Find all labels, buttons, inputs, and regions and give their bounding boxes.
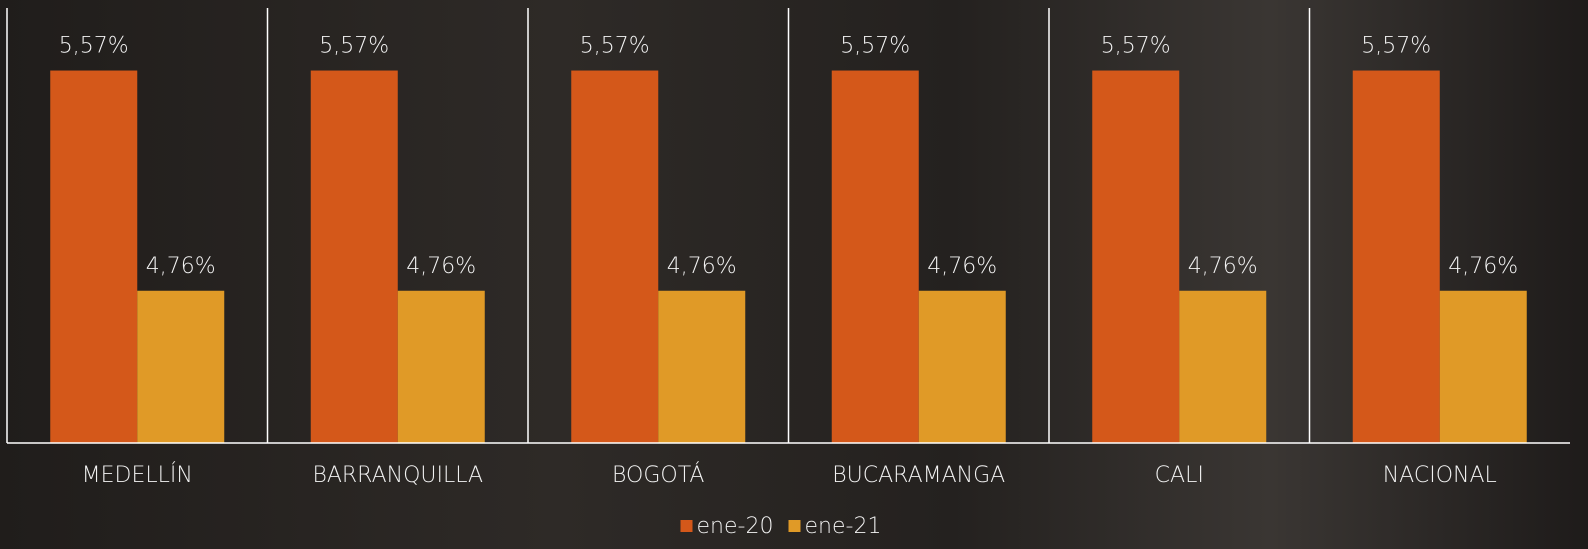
background — [0, 0, 1588, 549]
bar — [571, 71, 658, 443]
bar — [919, 291, 1006, 443]
value-label: 5,57% — [59, 34, 129, 59]
value-label: 5,57% — [1361, 34, 1431, 59]
bar — [311, 71, 398, 443]
legend-label: ene-21 — [805, 514, 882, 539]
value-label: 5,57% — [319, 34, 389, 59]
x-tick-label: BUCARAMANGA — [832, 463, 1005, 488]
bar — [1353, 71, 1440, 443]
x-tick-label: BOGOTÁ — [612, 462, 704, 488]
bar — [398, 291, 485, 443]
bar — [1440, 291, 1527, 443]
value-label: 4,76% — [667, 254, 737, 279]
value-label: 4,76% — [1188, 254, 1258, 279]
value-label: 5,57% — [1101, 34, 1171, 59]
bar — [832, 71, 919, 443]
legend-label: ene-20 — [697, 514, 774, 539]
chart: 5,57% 4,76% MEDELLÍN 5,57% 4,76% BARRANQUILLA… — [0, 0, 1588, 549]
bar — [1179, 291, 1266, 443]
value-label: 5,57% — [580, 34, 650, 59]
value-label: 4,76% — [406, 254, 476, 279]
legend-swatch — [681, 520, 693, 532]
bar — [50, 71, 137, 443]
bar — [658, 291, 745, 443]
x-tick-label: MEDELLÍN — [82, 462, 193, 488]
value-label: 5,57% — [840, 34, 910, 59]
value-label: 4,76% — [146, 254, 216, 279]
x-tick-label: BARRANQUILLA — [312, 463, 483, 488]
value-label: 4,76% — [1448, 254, 1518, 279]
value-label: 4,76% — [927, 254, 997, 279]
bar — [1092, 71, 1179, 443]
x-tick-label: NACIONAL — [1383, 463, 1497, 488]
legend-swatch — [789, 520, 801, 532]
x-tick-label: CALI — [1155, 463, 1204, 488]
bar — [137, 291, 224, 443]
